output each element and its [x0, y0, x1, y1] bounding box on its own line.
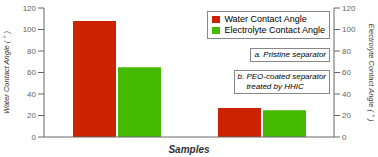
svg-text:120: 120 — [342, 4, 356, 13]
svg-text:60: 60 — [342, 68, 351, 77]
svg-text:60: 60 — [27, 68, 36, 77]
svg-text:120: 120 — [23, 4, 37, 13]
html-text:Water Contact Angle: Water Contact Angle — [224, 14, 307, 24]
svg-text:Water Contact Angle ( ° ): Water Contact Angle ( ° ) — [8, 30, 11, 114]
svg-text:100: 100 — [23, 25, 37, 34]
html-text:Electrolyte Contact Angle: Electrolyte Contact Angle — [224, 25, 325, 35]
svg-text:0: 0 — [32, 133, 37, 142]
svg-text:80: 80 — [342, 47, 351, 56]
html-text:b. PEO-coated separator treate: b. PEO-coated separator treated by HHIC — [237, 72, 326, 91]
svg-text:40: 40 — [342, 90, 351, 99]
svg-text:100: 100 — [342, 25, 356, 34]
svg-text:20: 20 — [27, 111, 36, 120]
svg-text:Samples: Samples — [168, 144, 210, 155]
svg-text:40: 40 — [27, 90, 36, 99]
html-text:a. Pristine separator: a. Pristine separator — [254, 50, 326, 59]
svg-text:0: 0 — [342, 133, 347, 142]
svg-text:80: 80 — [27, 47, 36, 56]
svg-text:20: 20 — [342, 111, 351, 120]
svg-text:Electrolyte Contact Angle ( °: Electrolyte Contact Angle ( ° ) — [367, 23, 370, 122]
